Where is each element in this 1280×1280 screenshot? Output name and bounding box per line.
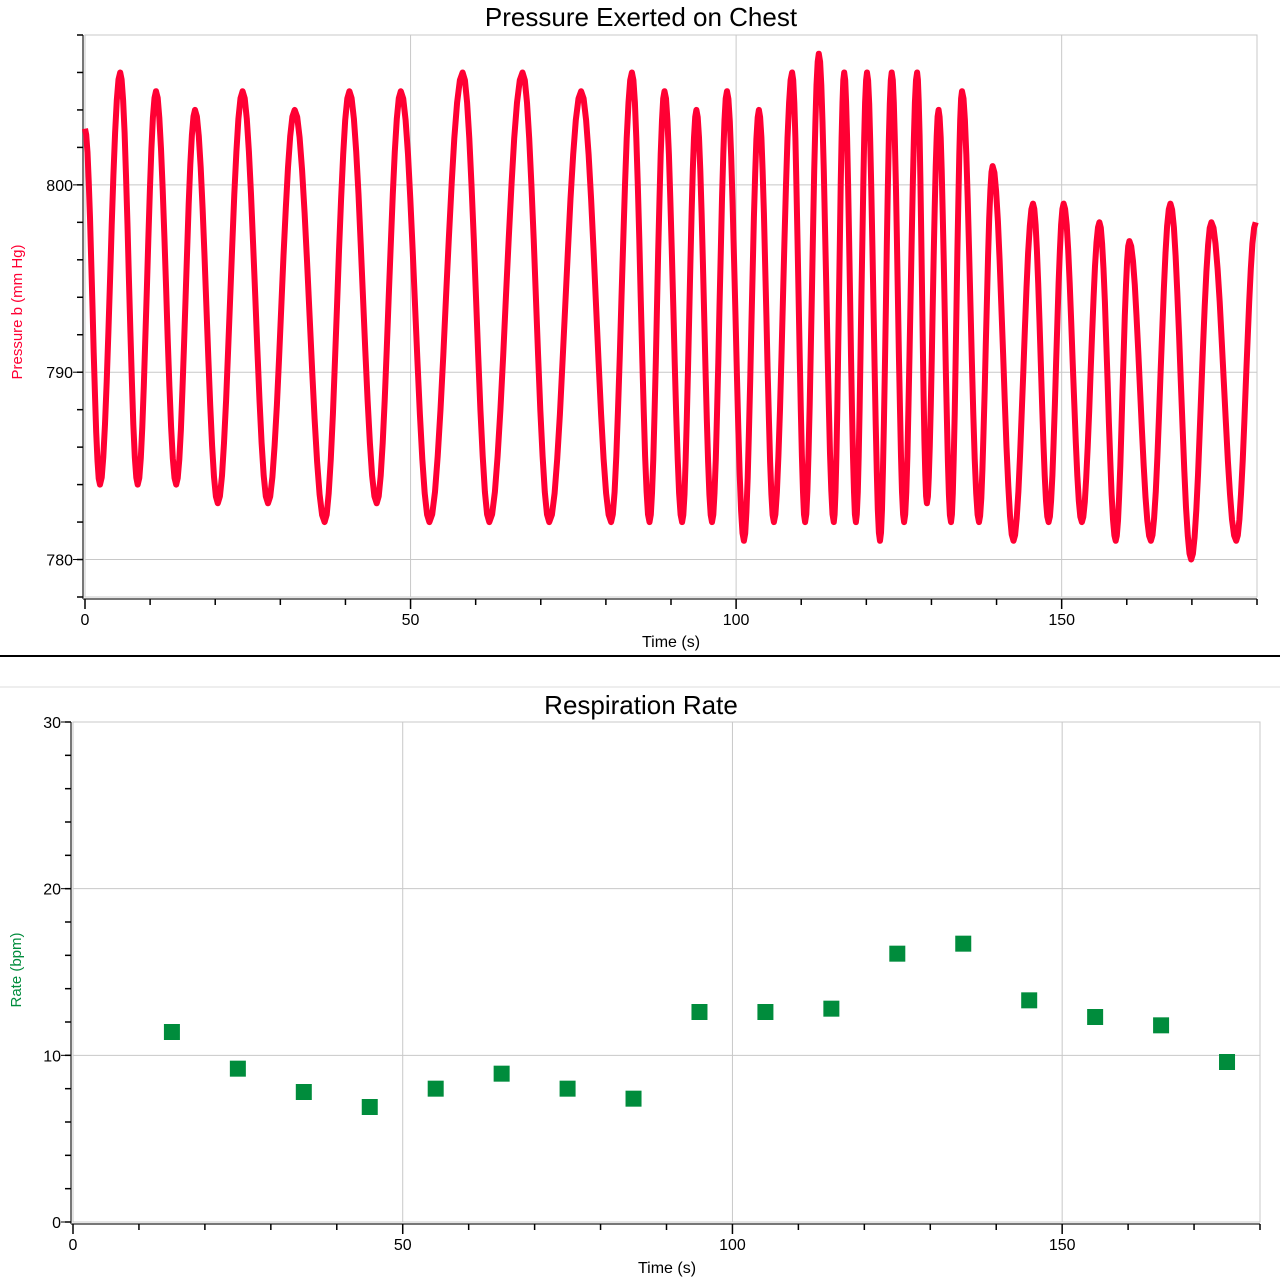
y-tick-label: 780 [46, 553, 73, 570]
rate-data-point [361, 1099, 378, 1115]
rate-data-point [559, 1080, 576, 1097]
rate-data-point [1153, 1017, 1170, 1034]
y-tick-label: 790 [46, 365, 73, 382]
y-tick-label: 0 [52, 1215, 61, 1232]
chart-title: Respiration Rate [544, 690, 738, 720]
y-axis-label: Pressure b (mm Hg) [9, 244, 26, 379]
rate-data-point [1021, 992, 1038, 1009]
rate-data-point [229, 1060, 246, 1077]
rate-data-point [757, 1004, 774, 1020]
pressure-series-line [82, 50, 1259, 563]
rate-data-point [163, 1024, 180, 1040]
chart-title: Pressure Exerted on Chest [485, 2, 798, 32]
rate-data-point [1219, 1054, 1236, 1070]
y-tick-label: 10 [43, 1048, 61, 1065]
rate-data-point [889, 945, 906, 962]
rate-data-point [427, 1080, 444, 1097]
x-tick-label: 150 [1048, 612, 1075, 629]
y-tick-label: 30 [43, 715, 61, 732]
plot-frame [72, 721, 1261, 1223]
rate-data-point [691, 1004, 708, 1020]
x-tick-label: 0 [69, 1237, 78, 1254]
rate-data-point [823, 1000, 840, 1017]
x-tick-label: 100 [723, 612, 750, 629]
x-tick-label: 100 [719, 1237, 746, 1254]
y-tick-label: 20 [43, 882, 61, 899]
respiration-chart: Respiration Rate Time (s) Rate (bpm) 0 10… [8, 690, 1261, 1277]
x-tick-label: 50 [402, 612, 420, 629]
y-tick-label: 800 [46, 178, 73, 195]
x-tick-label: 150 [1049, 1237, 1076, 1254]
x-tick-label: 0 [81, 612, 90, 629]
rate-data-point [1087, 1009, 1104, 1025]
rate-data-point [493, 1065, 510, 1082]
pressure-chart: Pressure Exerted on Chest Time (s) Press… [9, 2, 1259, 651]
y-axis-label: Rate (bpm) [8, 932, 25, 1007]
rate-data-point [625, 1090, 642, 1107]
plot-frame [84, 34, 1258, 598]
x-tick-label: 50 [394, 1237, 412, 1254]
rate-data-point [295, 1084, 312, 1100]
x-axis-label: Time (s) [638, 1260, 696, 1277]
x-axis-label: Time (s) [642, 634, 700, 651]
rate-data-point [955, 935, 972, 952]
